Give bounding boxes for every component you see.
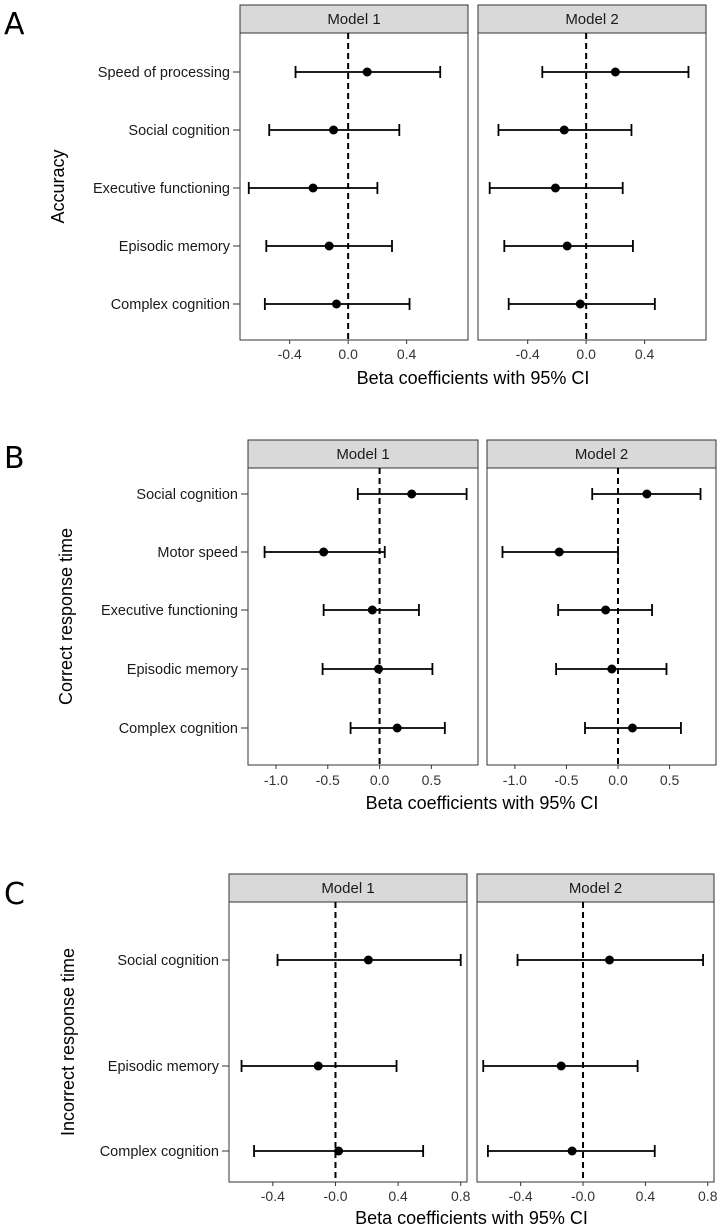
x-tick-label: -1.0	[503, 772, 527, 788]
estimate-point	[334, 1146, 344, 1156]
estimate-point	[319, 547, 329, 557]
x-axis-title: Beta coefficients with 95% CI	[355, 1208, 588, 1227]
estimate-point	[567, 1146, 577, 1156]
x-tick-label: -0.5	[554, 772, 578, 788]
y-axis-title: Accuracy	[48, 149, 68, 223]
panel-letter-c: C	[4, 877, 25, 912]
panel-letter-b: B	[4, 441, 25, 476]
estimate-point	[392, 723, 402, 733]
category-label: Complex cognition	[100, 1144, 219, 1160]
x-tick-label: -0.0	[323, 1188, 347, 1204]
category-label: Episodic memory	[127, 662, 239, 678]
estimate-point	[374, 664, 384, 674]
facet-strip	[239, 4, 469, 34]
facet-title: Model 1	[321, 880, 374, 897]
estimate-point	[642, 489, 652, 499]
estimate-point	[331, 299, 341, 309]
estimate-point	[607, 664, 617, 674]
x-tick-label: 0.5	[660, 772, 680, 788]
facet-strip	[247, 439, 479, 469]
x-tick-label: -0.4	[261, 1188, 285, 1204]
estimate-point	[559, 125, 569, 135]
x-tick-label: -0.4	[278, 346, 302, 362]
x-tick-label: 0.5	[422, 772, 442, 788]
estimate-point	[627, 723, 637, 733]
x-tick-label: -0.4	[516, 346, 540, 362]
estimate-point	[313, 1061, 323, 1071]
estimate-point	[550, 183, 560, 193]
category-label: Episodic memory	[108, 1059, 220, 1075]
facet-title: Model 2	[575, 446, 628, 463]
category-label: Social cognition	[136, 487, 238, 503]
estimate-point	[575, 299, 585, 309]
estimate-point	[601, 605, 611, 615]
estimate-point	[605, 955, 615, 965]
x-tick-label: -0.5	[316, 772, 340, 788]
x-tick-label: -1.0	[264, 772, 288, 788]
plot-frame	[228, 901, 468, 1183]
facet-strip	[228, 873, 468, 903]
estimate-point	[308, 183, 318, 193]
x-tick-label: 0.0	[576, 346, 596, 362]
facet-strip	[477, 4, 707, 34]
estimate-point	[610, 67, 620, 77]
x-axis-title: Beta coefficients with 95% CI	[357, 368, 590, 388]
facet-title: Model 1	[327, 11, 380, 28]
estimate-point	[329, 125, 339, 135]
y-axis-title: Correct response time	[56, 528, 76, 705]
category-label: Complex cognition	[111, 297, 230, 313]
category-label: Complex cognition	[119, 721, 238, 737]
x-tick-label: 0.4	[397, 346, 417, 362]
estimate-point	[363, 955, 373, 965]
x-tick-label: 0.4	[388, 1188, 408, 1204]
facet-title: Model 1	[336, 446, 389, 463]
category-label: Executive functioning	[101, 603, 238, 619]
x-tick-label: 0.4	[636, 1188, 656, 1204]
estimate-point	[362, 67, 372, 77]
facet-strip	[476, 873, 715, 903]
x-tick-label: 0.8	[698, 1188, 718, 1204]
facet-title: Model 2	[565, 11, 618, 28]
facet-title: Model 2	[569, 880, 622, 897]
x-tick-label: 0.0	[338, 346, 358, 362]
panel-letter-a: A	[4, 7, 25, 42]
estimate-point	[556, 1061, 566, 1071]
x-axis-title: Beta coefficients with 95% CI	[366, 793, 599, 813]
x-tick-label: 0.8	[451, 1188, 471, 1204]
x-tick-label: -0.4	[509, 1188, 533, 1204]
category-label: Motor speed	[157, 545, 238, 561]
estimate-point	[407, 489, 417, 499]
category-label: Executive functioning	[93, 181, 230, 197]
category-label: Social cognition	[117, 953, 219, 969]
x-tick-label: 0.0	[608, 772, 628, 788]
x-tick-label: 0.0	[370, 772, 390, 788]
x-tick-label: 0.4	[635, 346, 655, 362]
category-label: Speed of processing	[98, 65, 230, 81]
y-axis-title: Incorrect response time	[58, 948, 78, 1136]
estimate-point	[554, 547, 564, 557]
x-tick-label: -0.0	[571, 1188, 595, 1204]
plot-frame	[486, 467, 717, 766]
plot-frame	[477, 32, 707, 341]
plot-frame	[239, 32, 469, 341]
plot-frame	[476, 901, 715, 1183]
estimate-point	[367, 605, 377, 615]
category-label: Episodic memory	[119, 239, 231, 255]
estimate-point	[324, 241, 334, 251]
category-label: Social cognition	[128, 123, 230, 139]
plot-frame	[247, 467, 479, 766]
estimate-point	[562, 241, 572, 251]
